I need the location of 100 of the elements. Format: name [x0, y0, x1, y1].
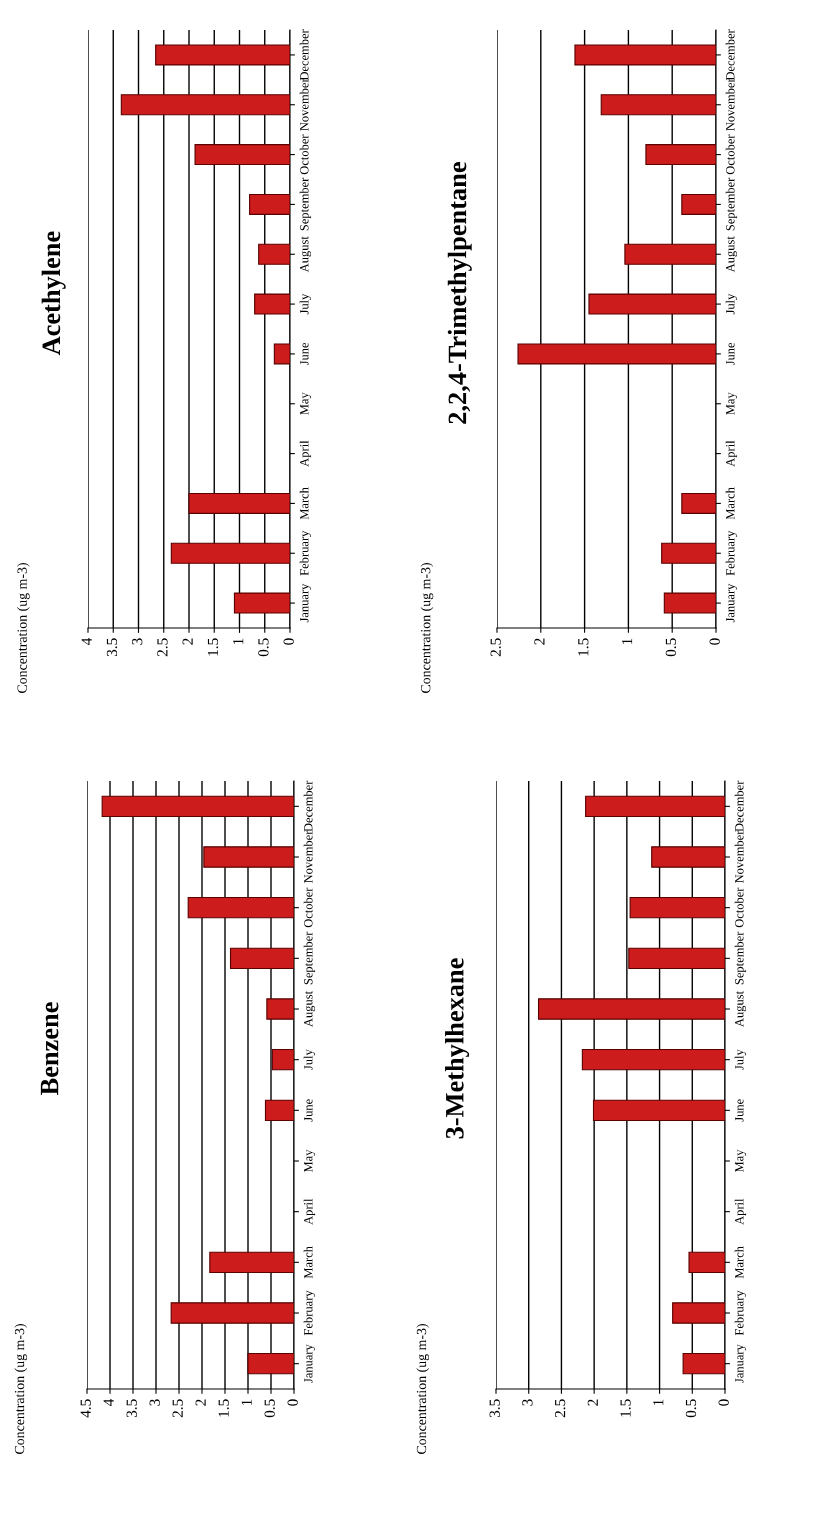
x-tick-label: 0: [287, 1399, 298, 1406]
bar: [688, 1251, 725, 1274]
x-tick-label: 1: [233, 638, 244, 645]
x-tick-label: 0.5: [685, 1399, 697, 1418]
bar: [187, 896, 294, 919]
bar: [271, 1048, 294, 1071]
y-tick-label: September: [734, 931, 747, 985]
bar: [628, 947, 725, 970]
x-tick-label: 2.5: [157, 638, 168, 657]
bar: [209, 1251, 294, 1274]
x-tick-label: 1.5: [578, 638, 589, 656]
x-tick-label: 4: [81, 637, 92, 646]
x-tick-label: 1: [241, 1399, 252, 1406]
x-tick-label: 0.5: [665, 638, 677, 657]
y-tick-label: May: [726, 392, 738, 415]
y-axis-title: Concentration (ug m-3): [416, 1324, 430, 1454]
bar: [170, 542, 290, 564]
bar: [170, 1302, 294, 1324]
bar: [247, 1352, 294, 1375]
x-tick-label: 2: [182, 638, 193, 645]
x-tick-label: 1.5: [207, 638, 219, 656]
bar: [629, 896, 725, 919]
x-tick-label: 1.5: [620, 1399, 631, 1417]
text: Acethylene: [41, 231, 66, 356]
y-tick-label: January: [300, 583, 312, 623]
bar: [682, 1352, 725, 1375]
x-tick-label: 0.5: [258, 638, 269, 657]
y-tick-label: August: [726, 236, 738, 273]
text: 3-Methylhexane: [445, 958, 470, 1139]
bar: [254, 293, 290, 315]
y-tick-label: July: [303, 1049, 316, 1070]
x-tick-label: 2: [587, 1399, 598, 1406]
x-tick-label: 2: [195, 1399, 206, 1406]
y-axis-title: Concentration (ug m-3): [14, 1324, 28, 1454]
y-tick-label: July: [299, 293, 312, 315]
y-tick-label: April: [303, 1198, 316, 1225]
y-tick-label: April: [734, 1198, 747, 1225]
bar: [233, 592, 290, 614]
bar: [661, 542, 716, 564]
y-tick-label: July: [725, 293, 738, 315]
bar: [273, 343, 290, 365]
y-tick-label: October: [725, 134, 735, 175]
x-tick-label: 2: [534, 638, 545, 645]
y-tick-label: September: [303, 931, 316, 985]
y-tick-label: January: [304, 1344, 316, 1383]
x-tick-label: 2.5: [172, 1399, 183, 1418]
y-tick-label: September: [725, 177, 738, 231]
x-tick-label: 3: [522, 1399, 533, 1406]
x-tick-label: 1: [653, 1399, 664, 1406]
x-tick-label: 3: [149, 1399, 160, 1406]
y-tick-label: October: [299, 134, 309, 175]
y-tick-label: July: [734, 1049, 747, 1070]
bar: [645, 144, 716, 166]
text: 2,2,4-Trimethylpentane: [447, 162, 472, 424]
y-tick-label: August: [735, 991, 747, 1027]
bar: [672, 1302, 725, 1324]
bar: [101, 795, 294, 818]
x-tick-label: 0: [709, 638, 720, 645]
x-tick-label: 0: [283, 638, 294, 645]
bar: [663, 592, 716, 614]
y-tick-label: November: [299, 78, 309, 131]
y-tick-label: April: [299, 440, 312, 467]
bar: [120, 94, 290, 116]
y-tick-label: May: [300, 392, 312, 415]
y-tick-label: March: [299, 487, 309, 520]
bar: [229, 947, 294, 970]
bar: [624, 243, 716, 265]
bar: [581, 1048, 725, 1071]
x-tick-label: 3.5: [106, 638, 118, 657]
x-tick-label: 3.5: [489, 1399, 500, 1418]
y-tick-label: June: [300, 342, 309, 366]
x-tick-label: 4.5: [80, 1399, 91, 1418]
y-tick-label: February: [734, 1290, 747, 1336]
bar: [264, 1099, 294, 1122]
y-tick-label: October: [734, 887, 744, 928]
y-tick-label: January: [735, 1344, 747, 1383]
bar: [203, 846, 294, 868]
y-tick-label: February: [303, 1290, 316, 1336]
bar: [681, 193, 716, 215]
x-tick-label: 0.5: [264, 1399, 275, 1418]
x-tick-label: 4: [103, 1398, 114, 1407]
bar: [600, 94, 716, 116]
y-tick-label: September: [299, 177, 312, 231]
bar: [155, 44, 290, 66]
bar: [266, 998, 294, 1020]
bar: [194, 144, 290, 166]
bar: [258, 243, 290, 265]
y-tick-label: October: [303, 887, 313, 928]
y-tick-label: May: [304, 1149, 316, 1173]
x-tick-label: 0: [718, 1399, 729, 1406]
text: Benzene: [40, 1002, 59, 1095]
bar: [517, 343, 716, 365]
bar: [651, 846, 725, 868]
bar: [537, 998, 725, 1020]
y-tick-label: January: [726, 583, 738, 623]
x-tick-label: 1.5: [218, 1399, 229, 1417]
y-tick-label: December: [725, 29, 735, 81]
bar: [681, 492, 716, 514]
y-tick-label: June: [735, 1099, 744, 1122]
y-axis-title: Concentration (ug m-3): [17, 563, 30, 693]
